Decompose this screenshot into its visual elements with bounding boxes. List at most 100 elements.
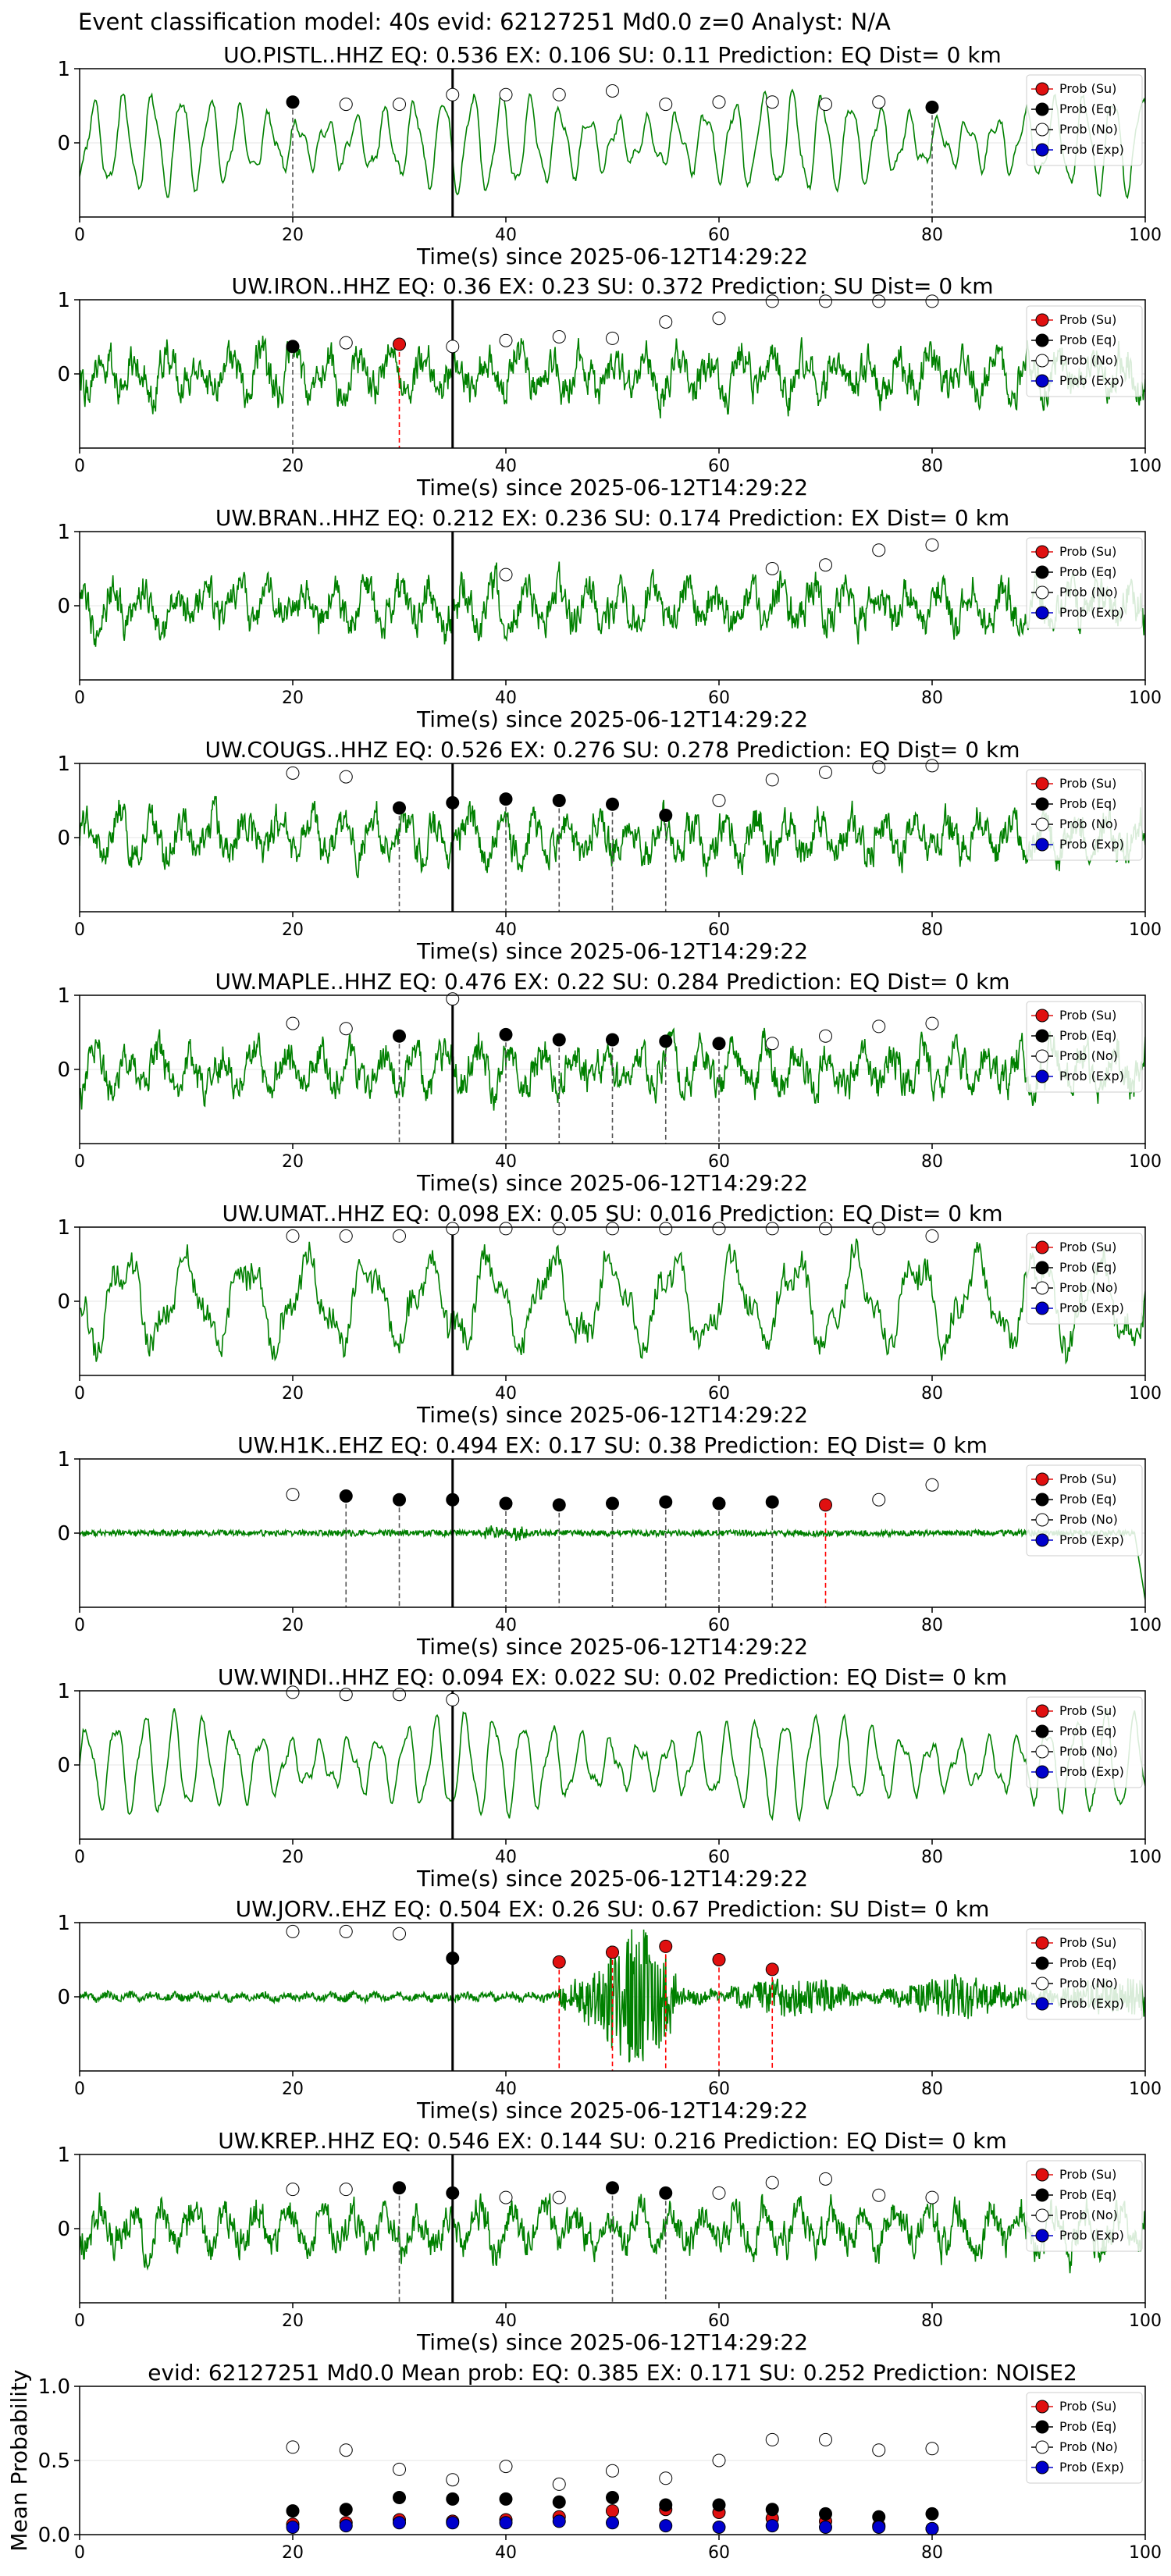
x-tick-label: 80 — [921, 688, 943, 708]
prob-marker — [765, 95, 779, 109]
prob-marker — [606, 797, 619, 811]
mean-point — [925, 2521, 939, 2535]
legend-label: Prob (Su) — [1059, 1703, 1116, 1718]
x-tick-label: 0 — [74, 1616, 85, 1635]
prob-marker — [393, 1229, 406, 1243]
x-tick-label: 100 — [1129, 1848, 1162, 1867]
prob-marker — [446, 340, 460, 354]
x-tick-label: 0 — [74, 457, 85, 476]
y-tick-label: 1 — [57, 1216, 70, 1240]
prob-marker — [819, 765, 832, 779]
legend-label: Prob (Eq) — [1059, 1955, 1116, 1970]
panel-1: UO.PISTL..HHZ EQ: 0.536 EX: 0.106 SU: 0.… — [57, 42, 1162, 269]
legend-marker — [1035, 1936, 1049, 1950]
x-axis-label: Time(s) since 2025-06-12T14:29:22 — [416, 2097, 808, 2123]
x-tick-label: 60 — [708, 1384, 730, 1404]
legend-label: Prob (Eq) — [1059, 1260, 1116, 1275]
x-tick-label: 60 — [708, 1616, 730, 1635]
prob-marker — [606, 1222, 619, 1236]
legend-marker — [1035, 2420, 1049, 2434]
prob-marker — [446, 1692, 460, 1706]
prob-marker — [499, 568, 513, 582]
x-tick-label: 100 — [1129, 688, 1162, 708]
waveform — [80, 1708, 1145, 1823]
mean-point — [606, 2504, 619, 2518]
legend-label: Prob (No) — [1059, 817, 1118, 831]
x-tick-label: 40 — [495, 688, 517, 708]
prob-marker — [872, 95, 886, 109]
prob-marker — [712, 794, 726, 807]
prob-marker — [339, 1489, 353, 1503]
prob-marker — [499, 1222, 513, 1236]
waveform — [80, 561, 1145, 647]
prob-marker — [446, 87, 460, 101]
x-axis-label: Time(s) since 2025-06-12T14:29:22 — [416, 706, 808, 732]
panel-7: UW.H1K..EHZ EQ: 0.494 EX: 0.17 SU: 0.38 … — [57, 1432, 1162, 1660]
prob-marker — [446, 1222, 460, 1236]
prob-marker — [393, 98, 406, 112]
legend-marker — [1035, 1493, 1049, 1507]
panel-title: UW.COUGS..HHZ EQ: 0.526 EX: 0.276 SU: 0.… — [205, 737, 1020, 763]
legend-label: Prob (Eq) — [1059, 2419, 1116, 2434]
x-tick-label: 40 — [495, 2311, 517, 2331]
legend-marker — [1035, 2440, 1049, 2454]
prob-marker — [872, 1019, 886, 1034]
x-axis-label: Time(s) since 2025-06-12T14:29:22 — [416, 1634, 808, 1660]
panel-6: UW.UMAT..HHZ EQ: 0.098 EX: 0.05 SU: 0.01… — [57, 1201, 1162, 1428]
prob-marker — [446, 795, 460, 809]
x-tick-label: 20 — [282, 1848, 304, 1867]
y-tick-label: 1 — [57, 1912, 70, 1935]
legend-frame — [1026, 1464, 1143, 1557]
legend-marker — [1035, 102, 1049, 116]
y-tick-label: 1 — [57, 1448, 70, 1471]
legend-marker — [1035, 82, 1049, 96]
mean-point — [339, 2503, 353, 2517]
mean-point — [819, 2432, 832, 2446]
x-tick-label: 80 — [921, 1384, 943, 1404]
panel-title: UW.KREP..HHZ EQ: 0.546 EX: 0.144 SU: 0.2… — [218, 2128, 1006, 2154]
legend-marker — [1035, 2168, 1049, 2182]
legend-label: Prob (Su) — [1059, 1935, 1116, 1950]
prob-marker — [446, 2186, 460, 2200]
legend-marker — [1035, 1765, 1049, 1779]
prob-marker — [659, 1222, 673, 1236]
x-tick-label: 100 — [1129, 2543, 1162, 2563]
x-tick-label: 80 — [921, 920, 943, 940]
x-tick-label: 60 — [708, 2080, 730, 2099]
mean-point — [712, 2521, 726, 2534]
y-tick-label: 1 — [57, 984, 70, 1008]
panel-10: UW.KREP..HHZ EQ: 0.546 EX: 0.144 SU: 0.2… — [57, 2128, 1162, 2355]
x-tick-label: 80 — [921, 1616, 943, 1635]
mean-point — [552, 2495, 566, 2509]
legend-marker — [1035, 1281, 1049, 1295]
legend-marker — [1035, 1049, 1049, 1063]
x-tick-label: 80 — [921, 1848, 943, 1867]
prob-marker — [819, 98, 832, 112]
legend-label: Prob (Eq) — [1059, 1724, 1116, 1738]
legend: Prob (Su) Prob (Eq) Prob (No) Prob (Exp) — [1026, 769, 1143, 861]
x-tick-label: 60 — [708, 1848, 730, 1867]
legend-marker — [1035, 1301, 1049, 1315]
panel-title: UW.JORV..EHZ EQ: 0.504 EX: 0.26 SU: 0.67… — [236, 1896, 990, 1922]
y-tick-label: 0.0 — [38, 2524, 70, 2547]
mean-point — [446, 2516, 460, 2530]
x-tick-label: 80 — [921, 2080, 943, 2099]
x-tick-label: 60 — [708, 688, 730, 708]
prob-marker — [872, 1222, 886, 1236]
prob-marker — [819, 2172, 832, 2186]
x-tick-label: 100 — [1129, 2080, 1162, 2099]
panel-11: evid: 62127251 Md0.0 Mean prob: EQ: 0.38… — [6, 2360, 1162, 2563]
legend-marker — [1035, 838, 1049, 852]
x-tick-label: 60 — [708, 920, 730, 940]
legend: Prob (Su) Prob (Eq) Prob (No) Prob (Exp) — [1026, 1696, 1143, 1788]
y-tick-label: 0 — [57, 1986, 70, 2009]
legend-label: Prob (Exp) — [1059, 1532, 1124, 1547]
prob-marker — [765, 1962, 779, 1976]
x-axis-label: Time(s) since 2025-06-12T14:29:22 — [416, 475, 808, 500]
legend-marker — [1035, 1029, 1049, 1043]
y-tick-label: 0 — [57, 1059, 70, 1082]
y-tick-label: 0 — [57, 132, 70, 155]
legend-frame — [1026, 769, 1143, 861]
x-tick-label: 80 — [921, 2311, 943, 2331]
prob-marker — [925, 1478, 939, 1492]
